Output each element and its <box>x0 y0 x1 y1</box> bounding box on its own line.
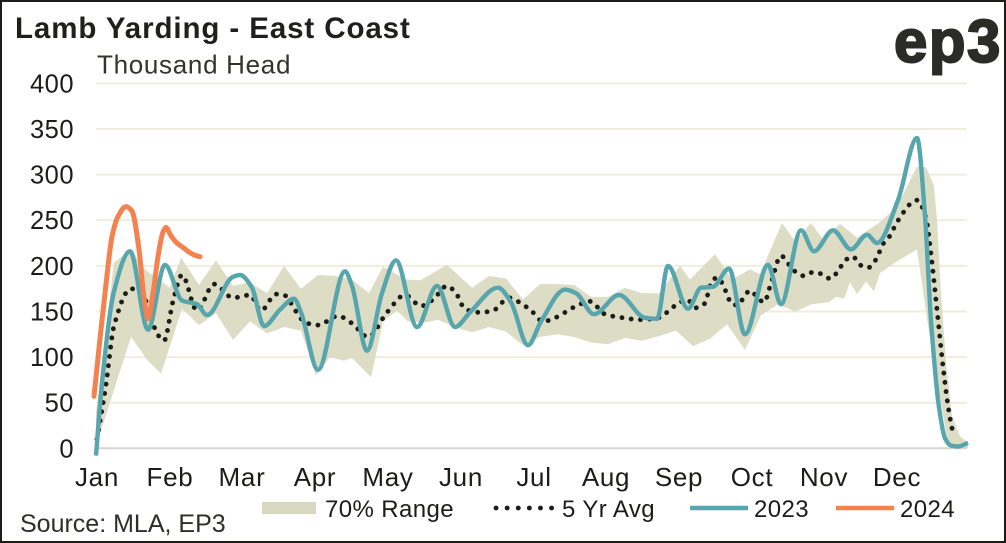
svg-text:Jun: Jun <box>439 462 483 492</box>
svg-text:150: 150 <box>30 299 74 327</box>
svg-text:Sep: Sep <box>655 462 703 492</box>
svg-text:350: 350 <box>30 116 74 144</box>
svg-text:Jan: Jan <box>75 462 119 492</box>
svg-text:May: May <box>362 462 413 492</box>
svg-text:ep3: ep3 <box>894 8 1002 75</box>
svg-text:Lamb Yarding - East Coast: Lamb Yarding - East Coast <box>15 12 411 45</box>
svg-text:2024: 2024 <box>900 496 955 523</box>
svg-text:5 Yr Avg: 5 Yr Avg <box>562 496 655 523</box>
svg-text:Jul: Jul <box>516 462 551 492</box>
svg-text:200: 200 <box>30 253 74 281</box>
svg-text:Feb: Feb <box>147 462 194 492</box>
svg-text:Mar: Mar <box>219 462 266 492</box>
svg-text:70% Range: 70% Range <box>325 496 454 523</box>
svg-text:Oct: Oct <box>731 462 774 492</box>
svg-text:300: 300 <box>30 162 74 190</box>
svg-text:Source: MLA, EP3: Source: MLA, EP3 <box>20 510 226 538</box>
svg-text:2023: 2023 <box>754 496 809 523</box>
svg-text:Apr: Apr <box>294 462 337 492</box>
svg-text:Nov: Nov <box>800 462 848 492</box>
svg-text:250: 250 <box>30 207 74 235</box>
svg-text:Dec: Dec <box>873 462 921 492</box>
svg-text:50: 50 <box>45 390 74 418</box>
svg-text:Thousand Head: Thousand Head <box>97 50 291 80</box>
svg-text:400: 400 <box>30 70 74 98</box>
svg-text:0: 0 <box>59 435 74 463</box>
svg-text:Aug: Aug <box>582 462 630 492</box>
svg-text:100: 100 <box>30 344 74 372</box>
